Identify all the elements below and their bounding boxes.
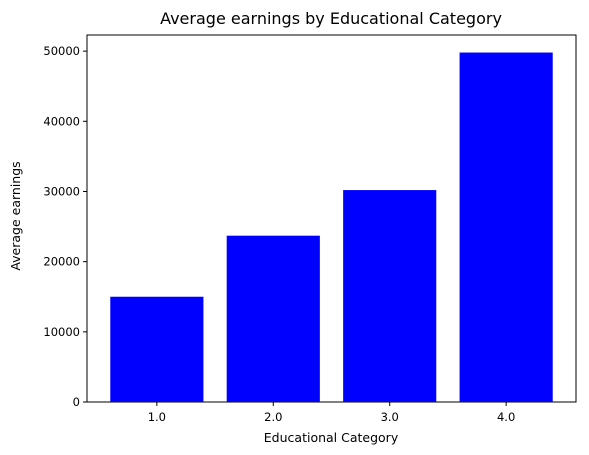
y-tick-label: 30000 — [43, 184, 80, 198]
y-tick-label: 50000 — [43, 44, 80, 58]
chart-title: Average earnings by Educational Category — [160, 9, 502, 28]
y-tick-label: 40000 — [43, 114, 80, 128]
x-tick-label: 1.0 — [148, 410, 166, 424]
bars-group — [110, 52, 553, 402]
bar-1.0 — [110, 296, 204, 402]
bar-2.0 — [226, 235, 320, 402]
y-axis-label: Average earnings — [8, 161, 23, 270]
y-tick-label: 0 — [73, 395, 80, 409]
x-tick-label: 2.0 — [264, 410, 282, 424]
plot-area — [86, 34, 577, 403]
y-tick-label: 10000 — [43, 325, 80, 339]
y-tick-label: 20000 — [43, 255, 80, 269]
y-axis-ticks: 0 10000 20000 30000 40000 50000 — [43, 44, 87, 409]
bar-4.0 — [459, 52, 553, 402]
x-axis-ticks: 1.0 2.0 3.0 4.0 — [148, 402, 515, 424]
x-axis-label: Educational Category — [264, 430, 399, 445]
bar-3.0 — [343, 190, 437, 402]
axes-frame — [86, 34, 577, 403]
x-tick-label: 3.0 — [381, 410, 399, 424]
x-tick-label: 4.0 — [497, 410, 515, 424]
